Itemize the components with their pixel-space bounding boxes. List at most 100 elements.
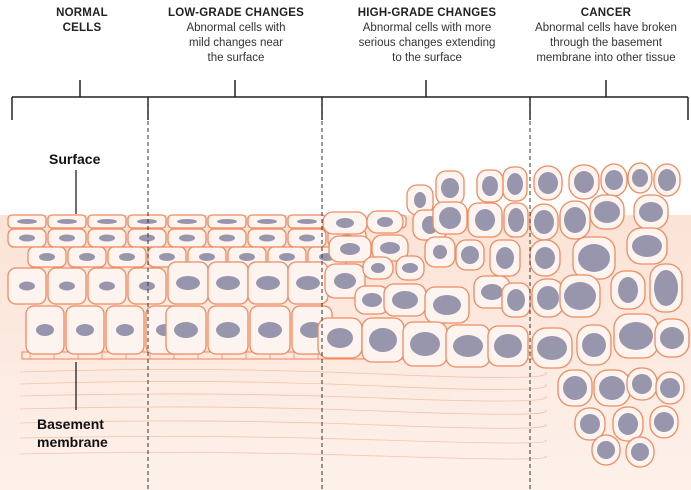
nucleus: [433, 245, 447, 259]
nucleus: [534, 210, 554, 234]
nucleus: [377, 217, 393, 227]
stage-high-grade-desc-3: to the surface: [392, 52, 462, 64]
cell: [395, 255, 425, 281]
nucleus: [392, 291, 418, 309]
nucleus: [36, 324, 54, 336]
nucleus: [538, 172, 558, 194]
cell: [247, 261, 289, 305]
stage-low-grade-desc-1: Abnormal cells with: [186, 22, 286, 34]
nucleus: [139, 234, 155, 242]
nucleus: [119, 253, 135, 261]
cell-layer: [7, 162, 690, 468]
nucleus: [597, 441, 615, 459]
stage-low-grade-header: LOW-GRADE CHANGES Abnormal cells with mi…: [150, 6, 322, 66]
nucleus: [441, 178, 459, 198]
cell: [362, 256, 394, 280]
cell: [127, 228, 167, 248]
cell: [424, 236, 456, 268]
nucleus: [179, 234, 195, 242]
cell: [361, 317, 405, 363]
nucleus: [660, 378, 680, 398]
cell: [529, 239, 561, 277]
cell: [487, 325, 529, 367]
cell: [371, 234, 409, 262]
cell: [105, 305, 145, 355]
cell: [531, 278, 565, 318]
cell: [207, 214, 247, 229]
cell: [576, 324, 612, 366]
nucleus: [563, 376, 587, 400]
nucleus: [299, 234, 315, 242]
nucleus: [216, 276, 240, 290]
cell: [559, 200, 591, 240]
nucleus: [632, 169, 648, 187]
stage-cancer-desc-2: through the basement: [550, 37, 662, 49]
nucleus: [99, 281, 115, 291]
stage-normal-header: NORMAL CELLS: [22, 6, 142, 36]
cell: [47, 267, 87, 305]
nucleus: [19, 234, 35, 242]
cell: [455, 239, 485, 271]
cell: [593, 369, 631, 407]
nucleus: [507, 173, 523, 195]
cell: [649, 263, 683, 313]
cell: [67, 246, 107, 268]
nucleus: [159, 253, 175, 261]
cell: [626, 227, 668, 265]
cell: [625, 436, 655, 468]
cell: [531, 327, 573, 369]
nucleus: [537, 336, 567, 360]
nucleus: [199, 253, 215, 261]
nucleus: [564, 282, 596, 310]
cell: [559, 274, 601, 318]
nucleus: [256, 276, 280, 290]
cell: [247, 228, 287, 248]
nucleus: [139, 281, 155, 291]
cell: [445, 324, 491, 368]
nucleus: [564, 207, 586, 233]
stage-cancer-header: CANCER Abnormal cells have broken throug…: [518, 6, 691, 66]
cell: [167, 214, 207, 229]
nucleus: [297, 219, 317, 224]
nucleus: [259, 234, 275, 242]
stage-cancer-desc-3: membrane into other tissue: [536, 52, 676, 64]
cell: [207, 228, 247, 248]
cell: [406, 184, 434, 216]
nucleus: [257, 219, 277, 224]
cell: [247, 214, 287, 229]
cell: [366, 210, 404, 234]
stage-low-grade-desc-2: mild changes near: [189, 37, 283, 49]
stage-low-grade-title: LOW-GRADE CHANGES: [167, 7, 305, 19]
nucleus: [658, 169, 676, 191]
nucleus: [594, 201, 620, 223]
nucleus: [481, 284, 503, 300]
cell: [87, 228, 127, 248]
nucleus: [475, 209, 495, 231]
cell: [65, 305, 105, 355]
nucleus: [219, 234, 235, 242]
nucleus: [494, 334, 522, 358]
nucleus: [279, 253, 295, 261]
cell: [529, 203, 559, 241]
basement-label-line1: Basement: [37, 416, 104, 432]
stage-high-grade-desc-2: serious changes extending: [358, 37, 496, 49]
nucleus: [508, 208, 524, 232]
cell: [47, 214, 87, 229]
stage-high-grade-desc-1: Abnormal cells with more: [362, 22, 492, 34]
stage-high-grade-title: HIGH-GRADE CHANGES: [357, 7, 497, 19]
nucleus: [327, 328, 353, 348]
nucleus: [453, 335, 483, 357]
cell: [107, 246, 147, 268]
stage-low-grade-desc-3: the surface: [207, 52, 265, 64]
nucleus: [369, 328, 397, 352]
cell: [402, 321, 448, 367]
nucleus: [380, 242, 400, 254]
basement-membrane-label: Basement membrane: [37, 415, 108, 451]
cell: [627, 162, 653, 194]
nucleus: [336, 218, 354, 228]
nucleus: [296, 276, 320, 290]
cell: [489, 239, 521, 277]
nucleus: [59, 281, 75, 291]
nucleus: [660, 327, 684, 349]
